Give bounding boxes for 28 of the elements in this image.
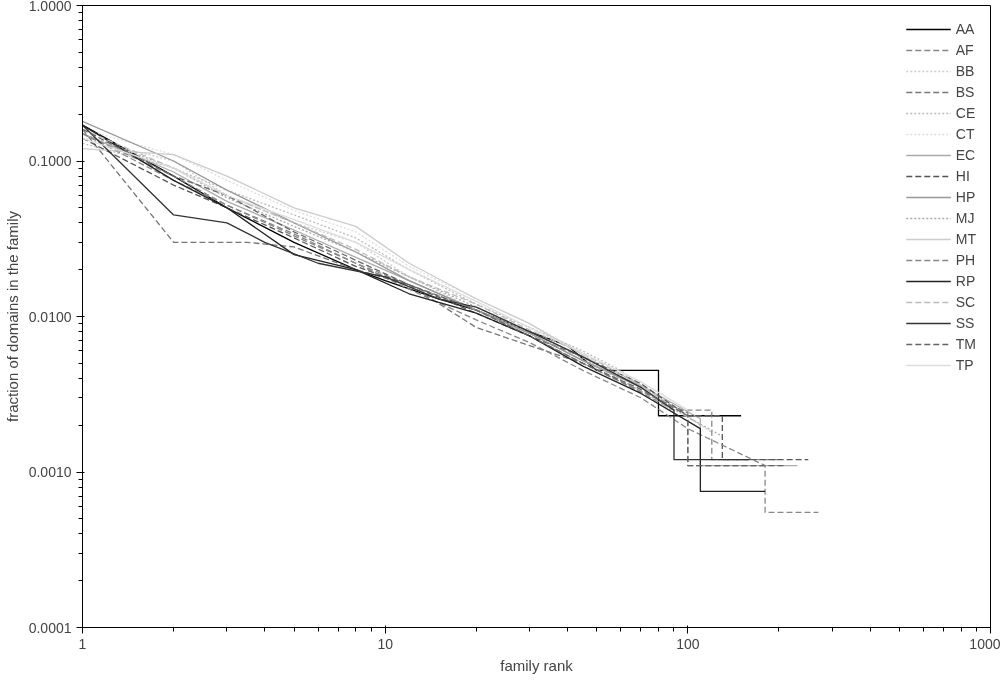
legend-label: CE [955,105,976,121]
legend-label: MJ [955,210,976,226]
legend-label: TM [955,336,976,352]
legend-label: AF [955,42,975,58]
y-tick-label: 0.0001 [28,619,72,636]
y-axis-title: fraction of domains in the family [3,210,21,422]
legend-label: BS [955,84,976,100]
y-tick-label: 0.1000 [28,153,72,169]
legend-label: AA [955,21,976,37]
legend-label: HI [955,168,971,184]
x-tick-label: 100 [676,635,700,652]
x-tick-label: 10 [377,635,394,652]
legend-label: TP [955,357,975,373]
legend-label: CT [955,126,976,142]
x-axis-title: family rank [500,656,574,674]
legend-label: EC [955,147,976,163]
legend-label: PH [955,252,976,268]
legend-label: SC [955,294,976,310]
legend-label: HP [955,189,976,205]
legend-label: MT [955,231,976,247]
legend-label: RP [955,273,976,289]
legend-label: BB [955,63,976,79]
y-tick-label: 0.0010 [28,464,72,480]
y-tick-label: 0.0100 [28,308,72,325]
legend-label: SS [955,315,976,331]
y-tick-label: 1.0000 [28,0,72,14]
x-tick-label: 1000 [969,635,1001,652]
x-tick-label: 1 [78,635,87,652]
